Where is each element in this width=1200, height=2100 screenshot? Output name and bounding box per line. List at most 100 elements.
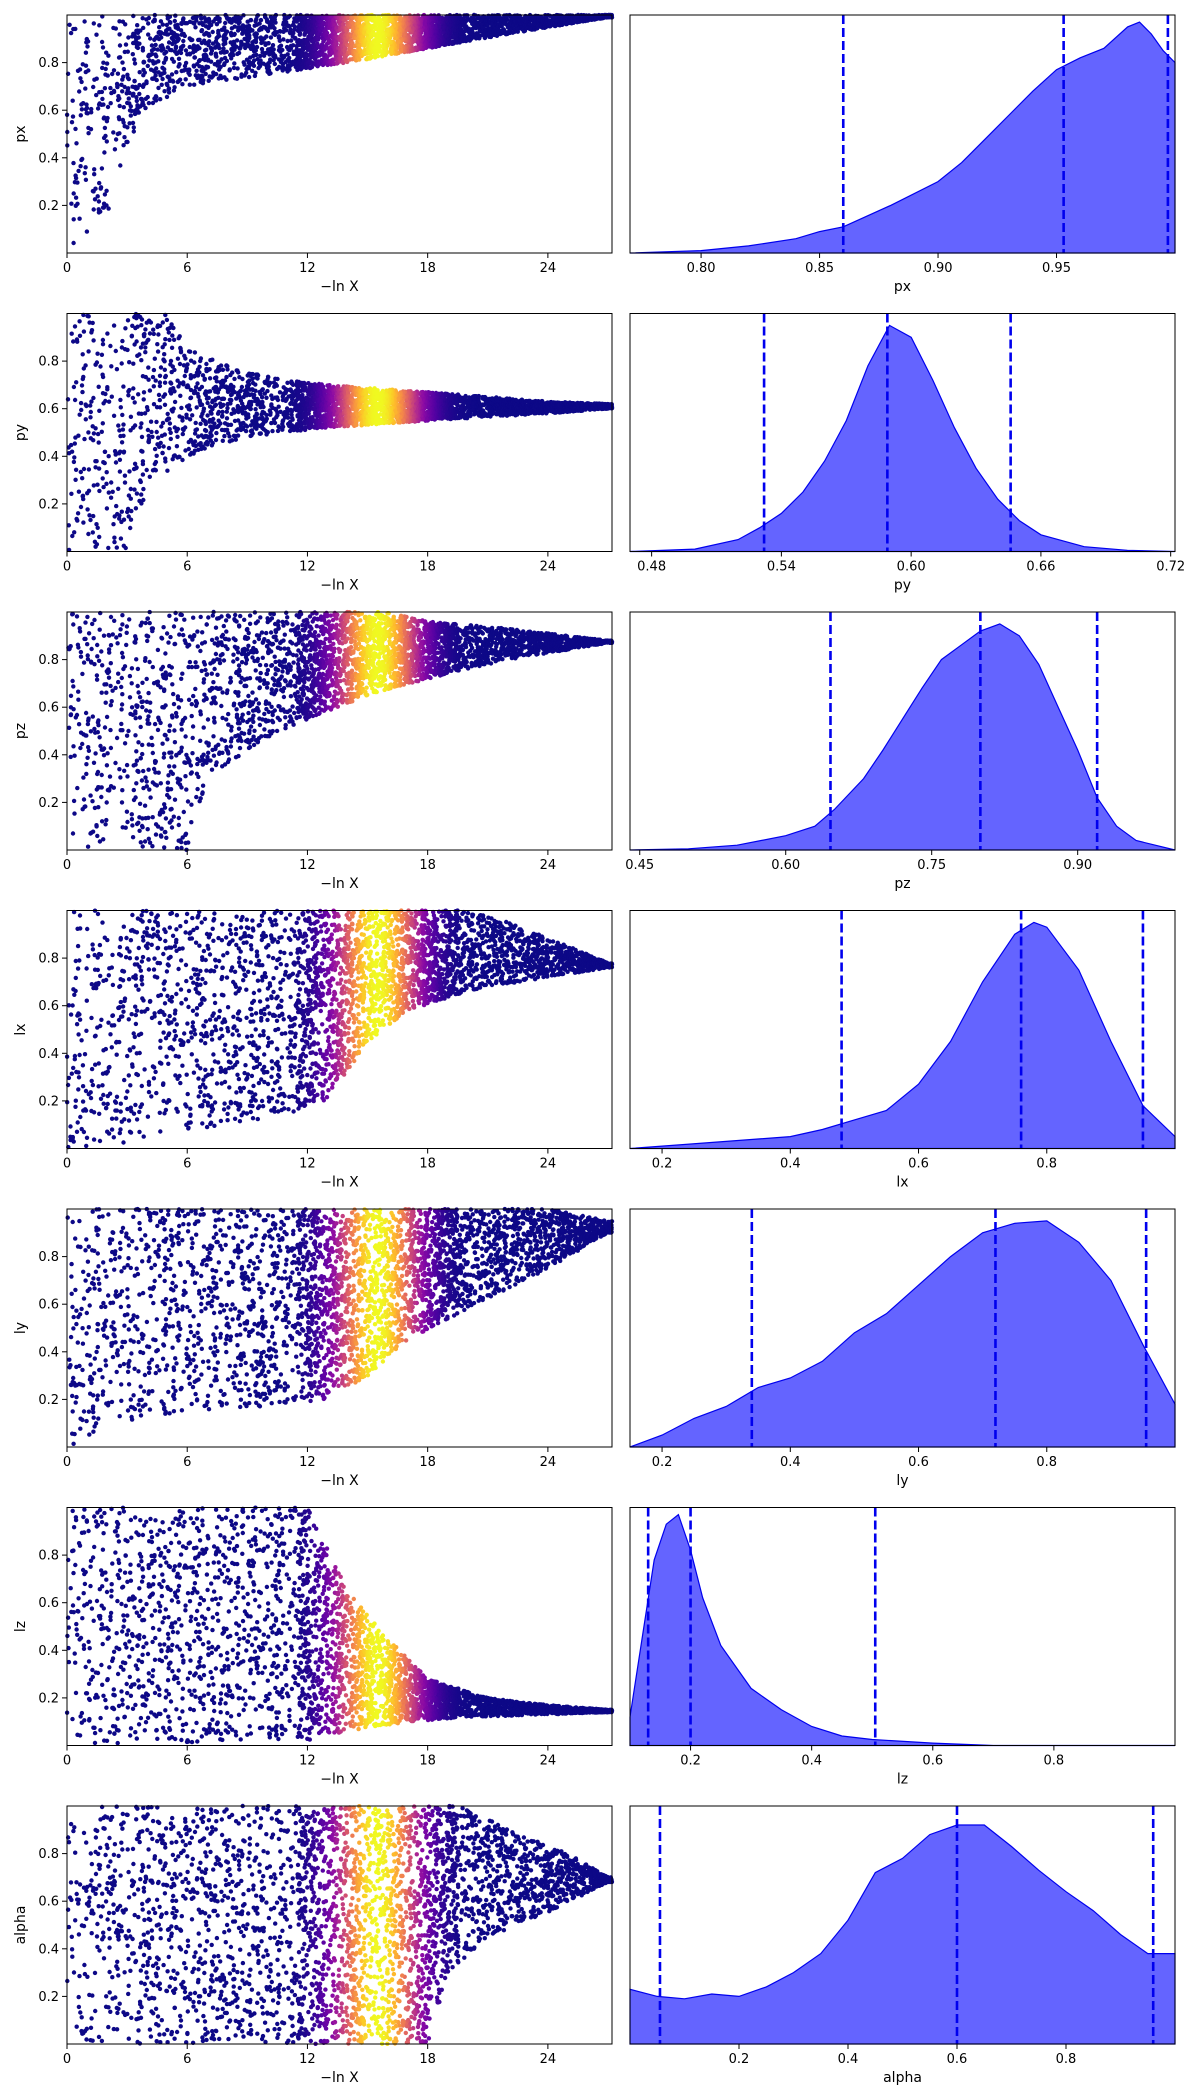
scatter-point bbox=[162, 71, 166, 75]
scatter-point bbox=[118, 469, 122, 473]
scatter-point bbox=[109, 101, 113, 105]
scatter-point bbox=[135, 99, 139, 103]
scatter-point bbox=[147, 16, 151, 20]
scatter-point bbox=[155, 78, 159, 82]
scatter-point bbox=[122, 518, 126, 522]
scatter-point bbox=[167, 446, 171, 450]
scatter-point bbox=[79, 401, 83, 405]
scatter-point bbox=[229, 398, 233, 402]
y-tick-label: 0.8 bbox=[38, 56, 59, 71]
scatter-point bbox=[70, 450, 74, 454]
scatter-point bbox=[104, 189, 108, 193]
scatter-point bbox=[114, 460, 118, 464]
scatter-point bbox=[69, 492, 73, 496]
scatter-point bbox=[118, 55, 122, 59]
scatter-point bbox=[72, 530, 76, 534]
scatter-point bbox=[187, 67, 191, 71]
scatter-point bbox=[139, 323, 143, 327]
scatter-point bbox=[121, 143, 125, 147]
scatter-point bbox=[133, 61, 137, 65]
scatter-point bbox=[114, 26, 118, 30]
scatter-point bbox=[106, 546, 110, 550]
scatter-point bbox=[109, 364, 113, 368]
scatter-point bbox=[145, 468, 149, 472]
scatter-point bbox=[87, 489, 91, 493]
scatter-point bbox=[125, 125, 129, 129]
scatter-point bbox=[120, 413, 124, 417]
scatter-point bbox=[103, 134, 107, 138]
scatter-point bbox=[97, 466, 101, 470]
scatter-point bbox=[227, 434, 231, 438]
scatter-point bbox=[79, 408, 83, 412]
scatter-point bbox=[188, 407, 192, 411]
scatter-point bbox=[163, 381, 167, 385]
scatter-point bbox=[184, 61, 188, 65]
scatter-point bbox=[207, 396, 211, 400]
scatter-point bbox=[101, 485, 105, 489]
scatter-point bbox=[172, 338, 176, 342]
scatter-point bbox=[106, 105, 110, 109]
scatter-point bbox=[106, 73, 110, 77]
scatter-point bbox=[157, 393, 161, 397]
scatter-point bbox=[224, 36, 228, 40]
scatter-point bbox=[256, 373, 260, 377]
scatter-point bbox=[154, 54, 158, 58]
scatter-point bbox=[96, 106, 100, 110]
scatter-point bbox=[224, 375, 228, 379]
scatter-point bbox=[192, 83, 196, 87]
scatter-point bbox=[287, 67, 291, 71]
scatter-point bbox=[156, 436, 160, 440]
scatter-point bbox=[253, 71, 257, 75]
scatter-point bbox=[137, 92, 141, 96]
scatter-point bbox=[120, 89, 124, 93]
scatter-point bbox=[71, 99, 75, 103]
scatter-point bbox=[163, 432, 167, 436]
scatter-point bbox=[129, 104, 133, 108]
scatter-point bbox=[146, 338, 150, 342]
scatter-point bbox=[138, 425, 142, 429]
scatter-point bbox=[164, 374, 168, 378]
scatter-point bbox=[114, 349, 118, 353]
scatter-point bbox=[136, 46, 140, 50]
scatter-point bbox=[112, 90, 116, 94]
scatter-point bbox=[150, 435, 154, 439]
scatter-point bbox=[171, 79, 175, 83]
scatter-point bbox=[72, 191, 76, 195]
scatter-point bbox=[126, 35, 130, 39]
scatter-point bbox=[209, 60, 213, 64]
scatter-point bbox=[95, 352, 99, 356]
scatter-point bbox=[199, 356, 203, 360]
scatter-point bbox=[132, 487, 136, 491]
scatter-point bbox=[85, 229, 89, 233]
scatter-point bbox=[163, 459, 167, 463]
scatter-point bbox=[127, 96, 131, 100]
scatter-point bbox=[103, 399, 107, 403]
scatter-point bbox=[247, 33, 251, 37]
scatter-point bbox=[105, 470, 109, 474]
scatter-point bbox=[269, 35, 273, 39]
scatter-point bbox=[204, 48, 208, 52]
scatter-point bbox=[193, 439, 197, 443]
scatter-point bbox=[272, 47, 276, 51]
scatter-point bbox=[218, 421, 222, 425]
scatter-point bbox=[95, 542, 99, 546]
scatter-point bbox=[92, 172, 96, 176]
scatter-point bbox=[78, 334, 82, 338]
scatter-point bbox=[208, 376, 212, 380]
scatter-point bbox=[171, 326, 175, 330]
scatter-point bbox=[96, 194, 100, 198]
scatter-point bbox=[75, 202, 79, 206]
scatter-point bbox=[288, 14, 292, 18]
scatter-point bbox=[202, 407, 206, 411]
scatter-point bbox=[195, 405, 199, 409]
scatter-point bbox=[277, 34, 281, 38]
scatter-point bbox=[155, 342, 159, 346]
scatter-point bbox=[97, 489, 101, 493]
scatter-point bbox=[163, 368, 167, 372]
scatter-point bbox=[161, 444, 165, 448]
x-axis-label: px bbox=[894, 279, 911, 295]
x-tick-label: 12 bbox=[299, 261, 316, 276]
scatter-point bbox=[170, 72, 174, 76]
scatter-point bbox=[87, 513, 91, 517]
scatter-plot-area bbox=[65, 13, 614, 245]
